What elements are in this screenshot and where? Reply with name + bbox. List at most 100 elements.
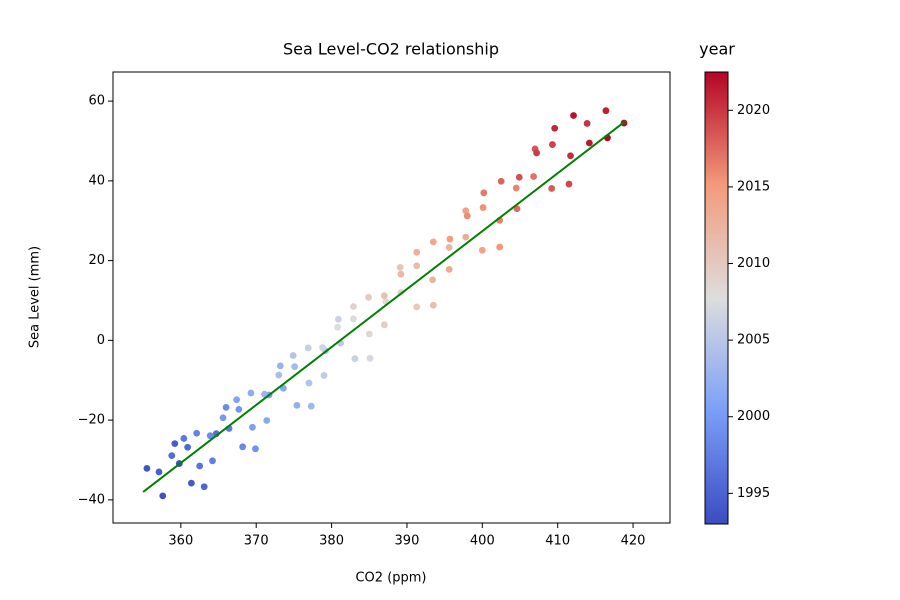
point <box>413 248 421 256</box>
point <box>602 107 610 115</box>
point <box>567 152 574 160</box>
point <box>319 344 326 351</box>
x-tick-label: 400 <box>470 534 495 549</box>
point <box>276 362 284 370</box>
point <box>429 301 437 309</box>
point <box>445 244 453 251</box>
point <box>366 354 374 362</box>
point <box>289 352 297 359</box>
point <box>429 238 437 246</box>
x-tick-label: 410 <box>545 534 570 549</box>
point <box>187 479 195 487</box>
point <box>480 189 488 197</box>
point <box>159 492 167 500</box>
point <box>512 184 520 192</box>
point <box>293 401 301 409</box>
y-tick-label: 60 <box>88 94 105 109</box>
point <box>515 173 523 181</box>
colorbar-tick-label: 2020 <box>737 103 770 118</box>
point <box>252 445 259 453</box>
x-tick-label: 380 <box>319 534 344 549</box>
colorbar-tick-label: 2010 <box>737 256 770 271</box>
point <box>548 185 556 192</box>
point <box>305 379 313 387</box>
colorbar-tick-label: 2005 <box>737 333 770 348</box>
x-tick-label: 360 <box>168 534 193 549</box>
point <box>351 355 359 363</box>
y-tick-label: −40 <box>78 492 105 507</box>
chart-title: Sea Level-CO2 relationship <box>283 40 499 59</box>
point <box>365 330 373 338</box>
point <box>233 396 241 404</box>
x-tick-label: 370 <box>244 534 269 549</box>
point <box>496 243 504 251</box>
point <box>235 405 243 413</box>
point <box>583 120 591 127</box>
point <box>445 265 453 273</box>
point <box>565 180 573 188</box>
point <box>239 443 247 451</box>
point <box>585 139 593 147</box>
point <box>413 262 421 270</box>
point <box>380 321 388 329</box>
point <box>184 443 192 451</box>
point <box>533 149 540 157</box>
point <box>365 293 372 301</box>
point <box>291 363 299 371</box>
point <box>478 246 486 254</box>
point <box>304 344 312 352</box>
point <box>413 303 421 311</box>
point <box>497 177 505 185</box>
point <box>513 205 521 213</box>
plot-frame <box>112 71 671 524</box>
point <box>196 462 204 470</box>
point <box>570 112 577 119</box>
point <box>380 292 388 300</box>
point <box>200 483 208 491</box>
point <box>462 233 470 241</box>
point <box>261 390 268 398</box>
point <box>462 207 470 215</box>
y-tick-label: −20 <box>78 413 105 428</box>
point <box>168 452 176 460</box>
point <box>143 464 151 472</box>
fit-line <box>142 120 627 493</box>
y-tick-label: 40 <box>88 173 105 188</box>
y-axis-label: Sea Level (mm) <box>28 246 43 348</box>
point <box>222 403 230 411</box>
y-tick-label: 0 <box>97 333 105 348</box>
point <box>549 141 556 148</box>
point <box>209 457 216 465</box>
colorbar-tick-label: 2000 <box>737 409 770 424</box>
point <box>463 212 471 220</box>
point <box>320 372 328 379</box>
colorbar <box>704 71 729 525</box>
colorbar-tick-label: 1995 <box>737 486 770 501</box>
point <box>307 402 315 410</box>
point <box>551 124 559 132</box>
x-axis-label: CO2 (ppm) <box>355 571 426 586</box>
point <box>219 414 227 422</box>
point <box>206 432 214 440</box>
point <box>429 276 436 284</box>
point <box>397 270 405 278</box>
x-tick-label: 420 <box>621 534 646 549</box>
point <box>334 323 342 331</box>
point <box>247 389 255 397</box>
point <box>479 204 487 211</box>
point <box>249 423 256 431</box>
point <box>334 315 342 323</box>
x-tick-label: 390 <box>395 534 420 549</box>
point <box>180 435 188 442</box>
point <box>171 440 179 448</box>
y-tick-label: 20 <box>88 253 105 268</box>
colorbar-label: year <box>699 40 735 59</box>
point <box>193 429 201 437</box>
point <box>396 263 404 271</box>
point <box>275 371 283 379</box>
point <box>350 315 357 323</box>
point <box>446 235 454 243</box>
point <box>530 173 537 180</box>
point <box>263 417 271 424</box>
